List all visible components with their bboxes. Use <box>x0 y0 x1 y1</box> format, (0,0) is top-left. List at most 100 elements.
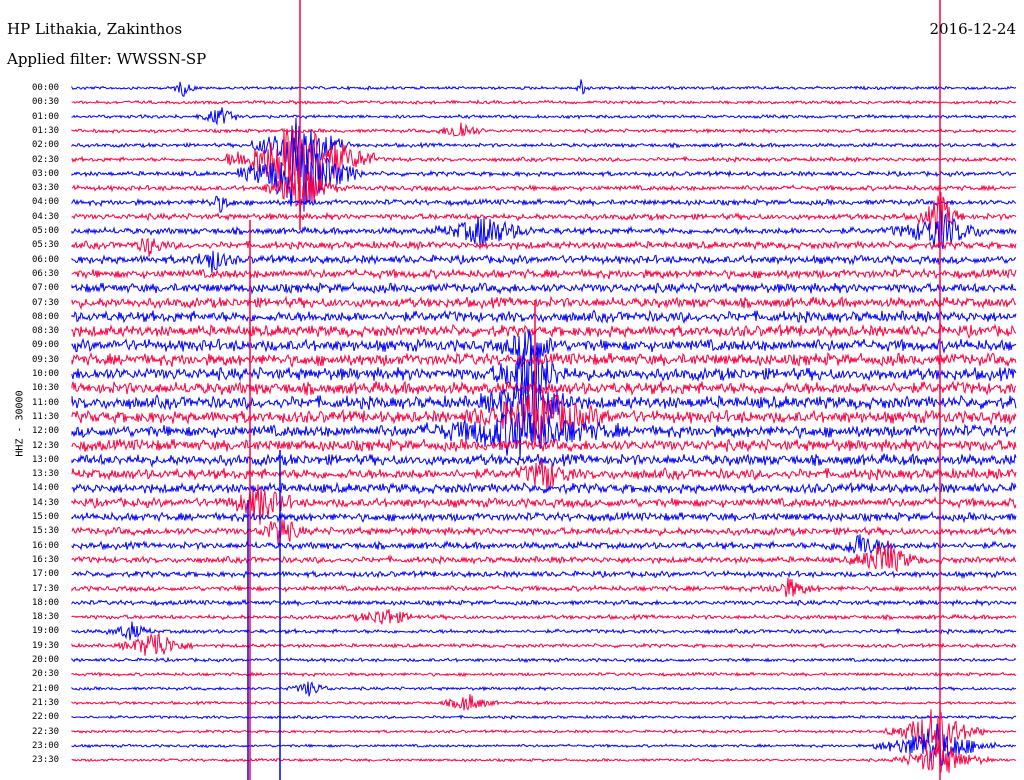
time-label: 11:00 <box>32 397 60 408</box>
trace-line <box>71 403 1017 461</box>
time-label: 22:00 <box>32 712 60 723</box>
time-label: 10:30 <box>32 383 60 394</box>
time-label: 18:00 <box>32 597 60 608</box>
time-label: 14:00 <box>32 483 60 494</box>
trace-line <box>71 309 1017 324</box>
trace-line <box>71 195 1017 213</box>
trace-line <box>71 386 1017 447</box>
trace-line <box>71 510 1017 524</box>
time-label: 08:30 <box>32 326 60 337</box>
time-label: 03:00 <box>32 168 60 179</box>
trace-line <box>71 542 1017 573</box>
time-label: 01:00 <box>32 111 60 122</box>
time-label: 09:00 <box>32 340 60 351</box>
trace-line <box>71 458 1017 492</box>
trace-line <box>71 631 1017 656</box>
time-label: 06:30 <box>32 268 60 279</box>
trace-line <box>71 608 1017 625</box>
time-label: 05:30 <box>32 240 60 251</box>
time-label: 07:30 <box>32 297 60 308</box>
time-label: 02:30 <box>32 154 60 165</box>
time-label: 04:30 <box>32 211 60 222</box>
trace-line <box>71 452 1017 469</box>
time-label: 23:30 <box>32 755 60 766</box>
time-label: 13:00 <box>32 454 60 465</box>
time-label: 12:30 <box>32 440 60 451</box>
trace-line <box>71 128 1017 201</box>
time-label: 04:00 <box>32 197 60 208</box>
time-label: 18:30 <box>32 612 60 623</box>
time-label: 00:00 <box>32 83 60 93</box>
time-label: 20:30 <box>32 669 60 680</box>
trace-line <box>71 281 1017 295</box>
trace-line <box>71 438 1017 453</box>
time-label: 19:30 <box>32 640 60 651</box>
time-label: 15:00 <box>32 512 60 522</box>
time-label: 06:00 <box>32 254 60 265</box>
time-label: 05:00 <box>32 226 60 236</box>
time-label: 08:00 <box>32 311 60 322</box>
trace-line <box>71 107 1017 126</box>
time-label: 13:30 <box>32 469 60 480</box>
trace-line <box>71 671 1017 678</box>
trace-line <box>71 79 1017 97</box>
time-label: 21:00 <box>32 683 60 694</box>
trace-line <box>71 519 1017 545</box>
trace-line <box>71 267 1017 281</box>
trace-line <box>71 117 1017 178</box>
time-label: 14:30 <box>32 497 60 508</box>
trace-line <box>71 380 1017 396</box>
trace-line <box>71 122 1017 137</box>
trace-line <box>71 481 1017 495</box>
time-label: 01:30 <box>32 125 60 136</box>
trace-line <box>71 328 1017 363</box>
time-label: 17:00 <box>32 569 60 580</box>
time-label: 11:30 <box>32 411 60 422</box>
trace-line <box>71 709 1017 752</box>
time-label: 15:30 <box>32 526 60 537</box>
trace-line <box>71 323 1017 339</box>
time-label: 21:30 <box>32 697 60 708</box>
time-label: 16:30 <box>32 554 60 565</box>
time-label: 12:00 <box>32 426 60 437</box>
trace-line <box>71 351 1017 369</box>
trace-line <box>71 250 1017 274</box>
time-label: 02:00 <box>32 140 60 151</box>
trace-line <box>71 162 1017 219</box>
trace-line <box>71 569 1017 580</box>
trace-line <box>71 577 1017 598</box>
trace-line <box>71 137 1017 212</box>
time-label: 16:00 <box>32 540 60 551</box>
time-label: 23:00 <box>32 740 60 751</box>
time-label: 03:30 <box>32 183 60 194</box>
trace-line <box>71 723 1017 767</box>
date-label: 2016-12-24 <box>929 20 1016 38</box>
time-label: 07:00 <box>32 283 60 294</box>
trace-line <box>71 740 1016 774</box>
trace-line <box>71 534 1017 555</box>
station-title: HP Lithakia, Zakinthos <box>7 20 183 38</box>
trace-line <box>71 99 1017 106</box>
time-label: 00:30 <box>32 97 60 108</box>
time-label: 09:30 <box>32 354 60 365</box>
time-label: 19:00 <box>32 626 60 637</box>
trace-line <box>71 656 1017 664</box>
trace-line <box>71 237 1017 257</box>
trace-line <box>71 714 1017 720</box>
trace-line <box>71 621 1017 641</box>
trace-line <box>71 598 1017 608</box>
time-label: 17:30 <box>32 583 60 594</box>
time-label: 20:00 <box>32 655 60 665</box>
trace-line <box>71 208 1017 250</box>
channel-axis-label: HHZ - 30000 <box>14 390 26 457</box>
time-label: 10:00 <box>32 369 60 379</box>
trace-line <box>71 693 1017 711</box>
trace-line <box>71 681 1017 697</box>
trace-line <box>71 484 1017 525</box>
trace-line <box>71 295 1017 311</box>
time-label: 22:30 <box>32 726 60 737</box>
trace-line <box>71 192 1017 236</box>
filter-label: Applied filter: WWSSN-SP <box>7 50 207 68</box>
trace-line <box>71 334 1017 409</box>
